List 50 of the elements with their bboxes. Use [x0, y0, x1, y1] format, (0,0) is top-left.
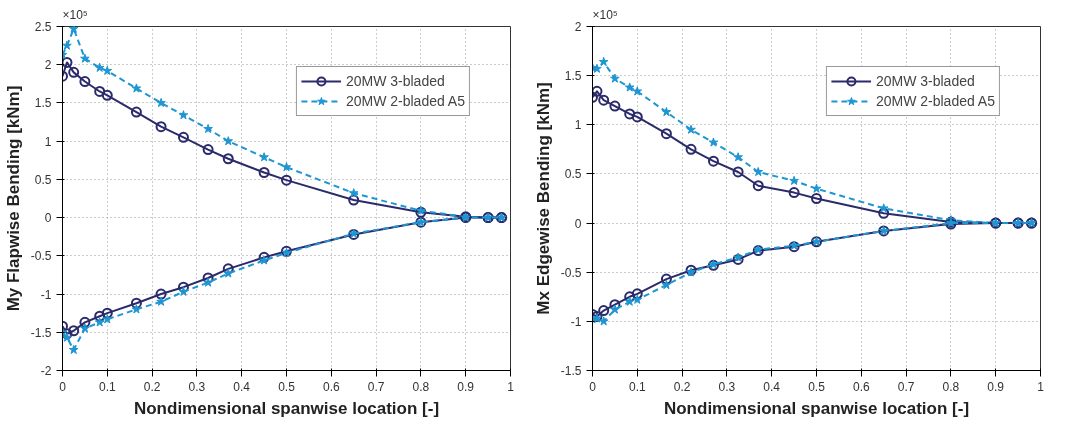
- y-tick-label: 1.5: [564, 69, 582, 84]
- y-tick-label: -2: [40, 364, 52, 378]
- x-axis-title: Nondimensional spanwise location [-]: [133, 398, 440, 418]
- x-axis-title: Nondimensional spanwise location [-]: [663, 398, 970, 418]
- y-tick-label: -1.5: [560, 364, 582, 378]
- x-tick-label: 0: [59, 379, 67, 394]
- y-tick-label: 0.5: [34, 172, 52, 187]
- legend-label: 20MW 3-bladed: [875, 73, 975, 89]
- y-tick-label: -0.5: [560, 265, 582, 280]
- y-axis-title: Mx Edgewise Bending [kNm]: [533, 82, 553, 315]
- y-tick-label: 2.5: [34, 20, 52, 34]
- x-tick-label: 0.1: [628, 379, 646, 394]
- y-tick-label: 2: [574, 20, 582, 34]
- y-tick-label: -1.5: [30, 325, 52, 340]
- x-tick-label: 1: [1037, 379, 1045, 394]
- x-tick-label: 0.3: [718, 379, 736, 394]
- x-tick-label: 0.5: [808, 379, 826, 394]
- y-tick-label: -1: [40, 287, 52, 302]
- x-tick-label: 0.3: [188, 379, 206, 394]
- x-tick-label: 0.9: [457, 379, 475, 394]
- text: ×10⁵: [592, 7, 618, 22]
- y-tick-label: 1.5: [34, 96, 52, 111]
- x-tick-label: 0.2: [673, 379, 691, 394]
- y-tick-label: -1: [570, 314, 582, 329]
- x-tick-label: 1: [507, 379, 515, 394]
- x-tick-label: 0.6: [322, 379, 340, 394]
- text: ×10⁵: [62, 7, 88, 22]
- legend-label: 20MW 2-bladed A5: [345, 93, 465, 109]
- x-tick-label: 0.7: [367, 379, 385, 394]
- x-tick-label: 0.4: [763, 379, 781, 394]
- x-tick-label: 0.8: [942, 379, 960, 394]
- x-tick-label: 0.8: [412, 379, 430, 394]
- y-tick-label: 0: [574, 216, 582, 231]
- y-tick-label: 0.5: [564, 167, 582, 182]
- y-tick-label: 1: [44, 134, 52, 149]
- x-tick-label: 0.2: [143, 379, 161, 394]
- y-tick-label: 1: [574, 118, 582, 133]
- y-tick-label: 2: [44, 58, 52, 73]
- x-tick-label: 0.4: [233, 379, 251, 394]
- x-tick-label: 0.7: [897, 379, 915, 394]
- y-tick-label: 0: [44, 211, 52, 226]
- legend-label: 20MW 2-bladed A5: [875, 93, 995, 109]
- x-tick-label: 0.6: [852, 379, 870, 394]
- legend-label: 20MW 3-bladed: [345, 73, 445, 89]
- x-tick-label: 0.5: [278, 379, 296, 394]
- x-tick-label: 0.9: [987, 379, 1005, 394]
- x-tick-label: 0.1: [98, 379, 116, 394]
- y-tick-label: -0.5: [30, 249, 52, 264]
- y-axis-title: My Flapwise Bending [kNm]: [3, 85, 23, 312]
- x-tick-label: 0: [589, 379, 597, 394]
